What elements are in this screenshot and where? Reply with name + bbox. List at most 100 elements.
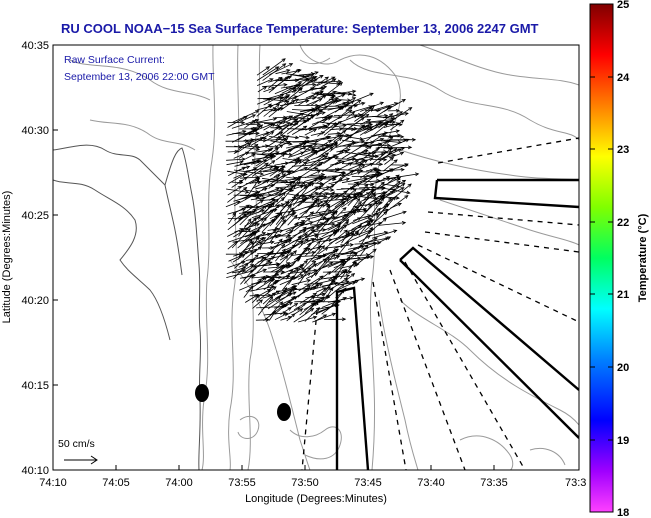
current-vector [351, 145, 372, 159]
current-vector [311, 91, 324, 100]
current-vector [357, 190, 374, 213]
current-vector [280, 115, 293, 123]
current-vector [292, 182, 312, 206]
current-vector [261, 147, 274, 154]
current-vector-head [270, 202, 275, 207]
current-vector-head [283, 95, 289, 100]
current-vector-head [407, 145, 413, 150]
current-vector-head [370, 104, 376, 109]
current-vector-head [340, 160, 346, 165]
current-vector [275, 118, 298, 136]
current-vector [245, 162, 269, 179]
current-vector-head [255, 176, 261, 181]
current-vector-head [331, 100, 337, 105]
current-vector [371, 133, 385, 143]
current-vector [333, 114, 362, 116]
current-vector-head [292, 291, 297, 296]
current-vector [334, 162, 353, 172]
current-vector-head [319, 237, 324, 241]
x-tick-label: 74:10 [39, 477, 67, 489]
current-vector-head [384, 113, 389, 118]
current-vector [243, 285, 254, 298]
x-tick-label: 74:00 [165, 477, 193, 489]
current-vector [353, 192, 370, 201]
current-vector-head [339, 150, 345, 154]
current-vector [256, 123, 274, 131]
current-vector-head [307, 266, 311, 272]
current-vector [231, 228, 251, 249]
current-vector [245, 199, 264, 213]
current-vector-head [342, 123, 347, 128]
current-vector-head [331, 280, 336, 285]
current-vector-head [343, 229, 348, 234]
current-vector [297, 109, 316, 123]
current-vector-head [381, 133, 386, 137]
current-vector-head [329, 261, 334, 266]
current-vector [309, 125, 327, 129]
current-vector-head [322, 216, 327, 221]
current-vector [251, 237, 264, 250]
current-vector [329, 130, 346, 143]
current-vector [227, 208, 246, 215]
current-vector-head [313, 233, 319, 237]
current-vector-head [367, 230, 373, 235]
current-vector-head [322, 314, 328, 318]
current-vector-head [307, 194, 313, 199]
current-vector [340, 269, 348, 280]
current-vector [371, 102, 398, 112]
current-vector-head [290, 275, 294, 280]
current-vector [321, 100, 336, 111]
current-vector-head [319, 75, 324, 79]
current-vector-head [333, 275, 338, 280]
current-vector [382, 180, 406, 195]
current-vector-head [369, 92, 374, 97]
current-vector-head [272, 273, 277, 278]
colorbar-label: Temperature (°C) [637, 213, 649, 302]
current-vector-head [270, 153, 275, 158]
current-vector-head [285, 135, 290, 140]
current-vector [327, 283, 345, 298]
current-vector [340, 230, 359, 248]
current-vector [352, 213, 379, 225]
current-vector [364, 211, 388, 232]
current-vector [371, 230, 397, 239]
current-vector [263, 103, 280, 117]
current-vector-head [259, 171, 265, 176]
current-vector-head [292, 184, 297, 189]
current-vector-head [247, 210, 252, 215]
current-vector [334, 241, 349, 260]
current-vector [285, 176, 296, 179]
current-vector [294, 74, 314, 81]
current-vector-head [329, 286, 334, 292]
current-vector-head [342, 268, 347, 273]
current-vector-head [280, 216, 285, 221]
current-vector [335, 181, 359, 200]
current-vector-head [299, 241, 304, 246]
current-vector-head [276, 174, 281, 178]
x-tick-label: 74:05 [102, 477, 130, 489]
current-vector-head [335, 273, 340, 278]
current-vector-head [307, 182, 312, 187]
current-vector [329, 134, 352, 153]
current-vector-head [315, 224, 321, 229]
current-vector-head [346, 194, 351, 199]
current-vector [299, 194, 327, 198]
current-vector [256, 132, 270, 137]
current-vector-head [369, 219, 375, 224]
current-vector [345, 99, 362, 111]
current-vector [321, 139, 332, 147]
map-plot-area [53, 45, 579, 470]
current-vector-head [280, 270, 286, 274]
scale-label: 50 cm/s [58, 438, 95, 450]
current-vector-head [376, 171, 381, 176]
current-vector [318, 195, 334, 201]
current-vector-head [313, 177, 318, 182]
current-vector [267, 228, 279, 231]
current-vector-head [270, 245, 275, 250]
current-vector [285, 157, 300, 165]
bathymetry-contours [69, 45, 579, 470]
current-vector [275, 69, 290, 75]
current-vector-head [397, 148, 403, 152]
current-vector [281, 277, 297, 280]
current-vector-head [243, 250, 249, 255]
